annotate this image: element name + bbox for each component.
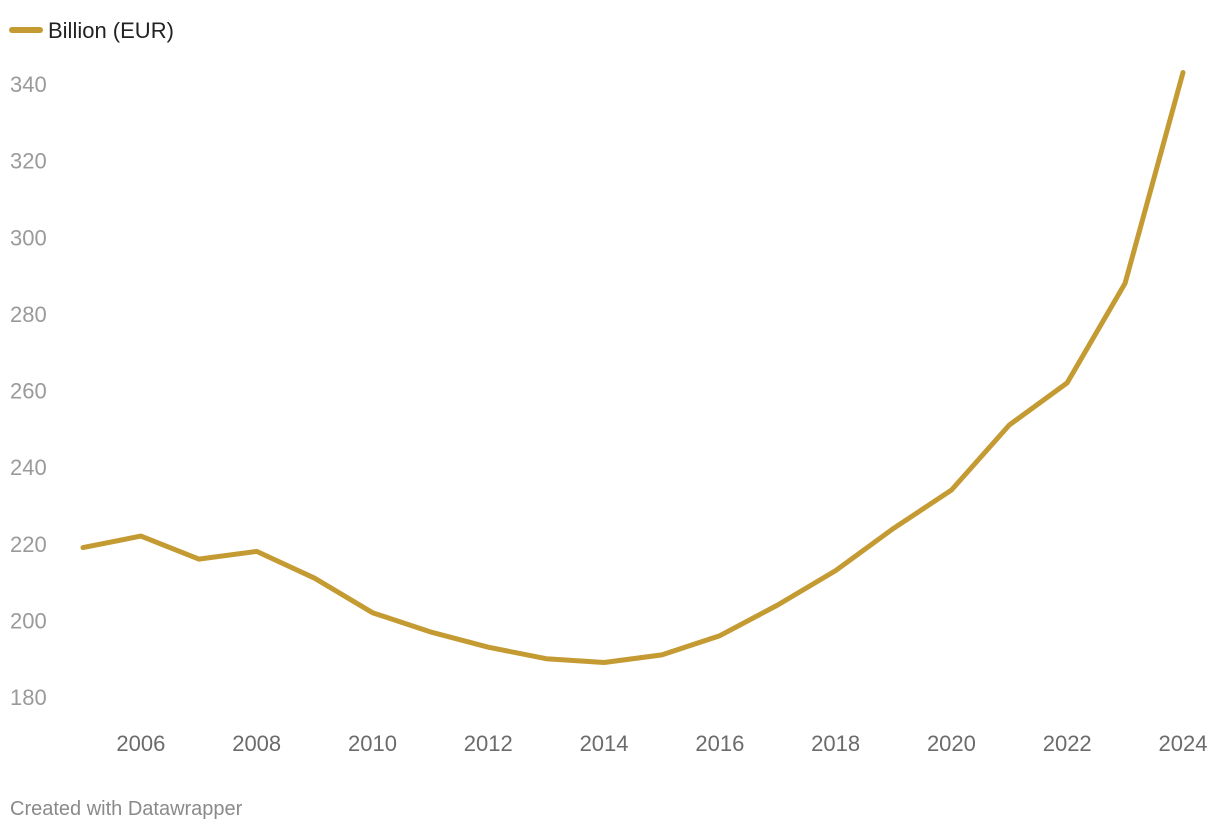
- x-tick-label: 2008: [232, 731, 281, 756]
- x-tick-label: 2014: [580, 731, 629, 756]
- y-tick-label: 240: [10, 455, 47, 480]
- y-tick-label: 260: [10, 379, 47, 404]
- data-point: [1006, 422, 1012, 428]
- x-axis: 2006 2008 2010 2012 2014 2016 2018 2020 2022 2024: [116, 731, 1207, 756]
- data-point: [427, 629, 433, 635]
- data-point: [1122, 280, 1128, 286]
- series-layer: [80, 70, 1186, 666]
- data-point: [543, 656, 549, 662]
- data-point: [833, 568, 839, 574]
- data-point: [196, 556, 202, 562]
- x-tick-label: 2018: [811, 731, 860, 756]
- data-point: [138, 533, 144, 539]
- data-point: [254, 548, 260, 554]
- data-point: [717, 633, 723, 639]
- data-point: [370, 610, 376, 616]
- data-point: [775, 602, 781, 608]
- x-tick-label: 2020: [927, 731, 976, 756]
- x-tick-label: 2016: [695, 731, 744, 756]
- x-tick-label: 2006: [116, 731, 165, 756]
- x-tick-label: 2010: [348, 731, 397, 756]
- y-tick-label: 340: [10, 72, 47, 97]
- data-point: [948, 487, 954, 493]
- y-tick-label: 280: [10, 302, 47, 327]
- y-tick-label: 300: [10, 225, 47, 250]
- data-point: [312, 575, 318, 581]
- data-point: [80, 545, 86, 551]
- y-tick-label: 220: [10, 532, 47, 557]
- y-tick-label: 320: [10, 149, 47, 174]
- data-point: [891, 525, 897, 531]
- series-line: [80, 70, 1186, 665]
- y-tick-label: 180: [10, 685, 47, 710]
- x-tick-label: 2022: [1043, 731, 1092, 756]
- y-axis: 180 200 220 240 260 280 300 320 340: [10, 72, 47, 710]
- legend: Billion (EUR): [9, 18, 174, 43]
- data-point: [601, 660, 607, 666]
- credit-text: Created with Datawrapper: [10, 798, 243, 820]
- data-point: [1180, 70, 1186, 76]
- data-point: [659, 652, 665, 658]
- y-tick-label: 200: [10, 608, 47, 633]
- x-tick-label: 2024: [1159, 731, 1208, 756]
- data-point: [1064, 380, 1070, 386]
- x-tick-label: 2012: [464, 731, 513, 756]
- legend-label: Billion (EUR): [48, 18, 174, 43]
- data-point: [485, 644, 491, 650]
